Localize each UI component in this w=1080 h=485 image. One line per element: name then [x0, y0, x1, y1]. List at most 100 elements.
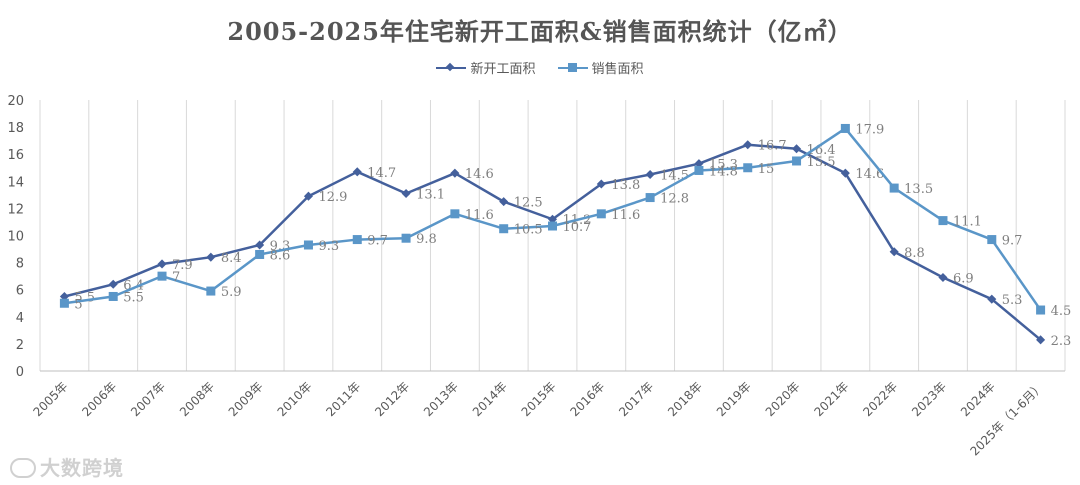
- data-point-marker: [352, 235, 362, 245]
- data-label: 8.6: [270, 248, 291, 263]
- x-tick-label: 2023年: [909, 379, 949, 419]
- data-point-marker: [157, 271, 167, 281]
- x-tick-label: 2022年: [860, 379, 900, 419]
- x-tick-label: 2018年: [665, 379, 705, 419]
- data-point-marker: [743, 163, 753, 173]
- data-point-marker: [938, 272, 948, 283]
- data-label: 17.9: [855, 122, 884, 137]
- data-point-marker: [548, 221, 557, 231]
- data-label: 14.7: [367, 166, 396, 181]
- data-point-marker: [59, 298, 69, 308]
- data-point-marker: [108, 279, 118, 289]
- data-point-marker: [938, 216, 948, 226]
- data-label: 5.3: [1002, 293, 1023, 308]
- data-point-marker: [1036, 305, 1046, 315]
- y-tick-label: 16: [7, 148, 24, 163]
- data-label: 10.7: [563, 220, 592, 235]
- data-point-marker: [108, 291, 118, 301]
- y-tick-label: 2: [16, 338, 24, 353]
- x-tick-label: 2014年: [470, 379, 510, 419]
- x-tick-label: 2008年: [177, 379, 217, 419]
- data-label: 9.7: [367, 234, 388, 249]
- y-tick-label: 10: [7, 230, 24, 245]
- data-point-marker: [645, 169, 655, 180]
- data-point-marker: [792, 156, 802, 166]
- chart-title: 2005-2025年住宅新开工面积&销售面积统计（亿㎡）: [227, 17, 853, 46]
- data-label: 8.8: [904, 246, 925, 261]
- data-point-marker: [255, 240, 265, 250]
- data-point-marker: [206, 286, 216, 296]
- data-point-marker: [792, 144, 802, 154]
- data-label: 11.6: [465, 208, 494, 223]
- data-point-marker: [450, 209, 460, 219]
- data-label: 2.3: [1051, 334, 1072, 349]
- watermark: 大数跨境: [10, 452, 124, 481]
- data-label: 5.5: [123, 290, 144, 305]
- data-label: 11.1: [953, 215, 982, 230]
- data-label: 12.5: [514, 196, 543, 211]
- x-tick-label: 2009年: [226, 379, 266, 419]
- data-point-marker: [303, 240, 313, 250]
- data-label: 9.3: [318, 239, 339, 254]
- x-tick-label: 2010年: [275, 379, 315, 419]
- data-label: 7: [172, 270, 180, 285]
- x-tick-label: 2021年: [811, 379, 851, 419]
- legend-diamond-marker-icon: [436, 62, 467, 74]
- data-label: 11.6: [611, 208, 640, 223]
- x-tick-label: 2013年: [421, 379, 461, 419]
- x-tick-label: 2019年: [714, 379, 754, 419]
- legend-label-new-construction: 新开工面积: [470, 62, 536, 77]
- y-tick-label: 8: [16, 257, 24, 272]
- data-label: 12.8: [660, 192, 689, 207]
- data-point-marker: [255, 249, 265, 259]
- y-tick-label: 20: [7, 94, 24, 109]
- data-label: 14.8: [709, 164, 738, 179]
- data-label: 7.9: [172, 258, 193, 273]
- data-label: 4.5: [1051, 304, 1072, 319]
- legend-item-new-construction[interactable]: 新开工面积: [436, 58, 536, 77]
- watermark-text: 大数跨境: [40, 456, 124, 480]
- x-tick-label: 2020年: [763, 379, 803, 419]
- y-tick-label: 14: [7, 175, 24, 190]
- data-label: 9.8: [416, 232, 437, 247]
- x-tick-label: 2006年: [79, 379, 119, 419]
- data-point-marker: [499, 224, 509, 234]
- x-tick-label: 2017年: [616, 379, 656, 419]
- data-point-marker: [645, 193, 655, 203]
- x-tick-label: 2015年: [519, 379, 559, 419]
- data-label: 16.7: [758, 139, 787, 154]
- data-label: 13.8: [611, 178, 640, 193]
- data-point-marker: [840, 123, 850, 133]
- y-tick-label: 0: [16, 365, 24, 380]
- series-line-new-construction: [64, 143, 1042, 341]
- y-tick-label: 4: [16, 311, 24, 326]
- data-point-marker: [840, 168, 850, 178]
- x-tick-label: 2012年: [372, 379, 412, 419]
- x-tick-label: 2011年: [323, 379, 363, 419]
- data-point-marker: [401, 233, 411, 243]
- data-point-marker: [889, 183, 899, 193]
- data-label: 14.6: [855, 167, 884, 182]
- data-point-marker: [157, 259, 167, 269]
- data-label: 13.5: [904, 182, 933, 197]
- data-label: 12.9: [318, 190, 347, 205]
- y-tick-label: 12: [7, 202, 24, 217]
- data-point-marker: [743, 140, 753, 150]
- data-label: 14.5: [660, 169, 689, 184]
- data-label: 6.9: [953, 272, 974, 287]
- legend-label-sales: 销售面积: [591, 62, 644, 77]
- data-label: 5: [74, 297, 82, 312]
- legend-item-sales[interactable]: 销售面积: [557, 58, 644, 77]
- x-tick-label: 2024年: [958, 379, 998, 419]
- data-point-marker: [596, 209, 606, 219]
- y-tick-label: 6: [16, 284, 24, 299]
- data-label: 9.7: [1002, 234, 1023, 249]
- data-point-marker: [352, 167, 362, 177]
- data-label: 15.5: [807, 155, 836, 170]
- data-label: 10.5: [514, 223, 543, 238]
- data-label: 16.4: [807, 143, 836, 158]
- data-label: 15: [758, 162, 775, 177]
- y-tick-label: 18: [7, 121, 24, 136]
- data-label: 14.6: [465, 167, 494, 182]
